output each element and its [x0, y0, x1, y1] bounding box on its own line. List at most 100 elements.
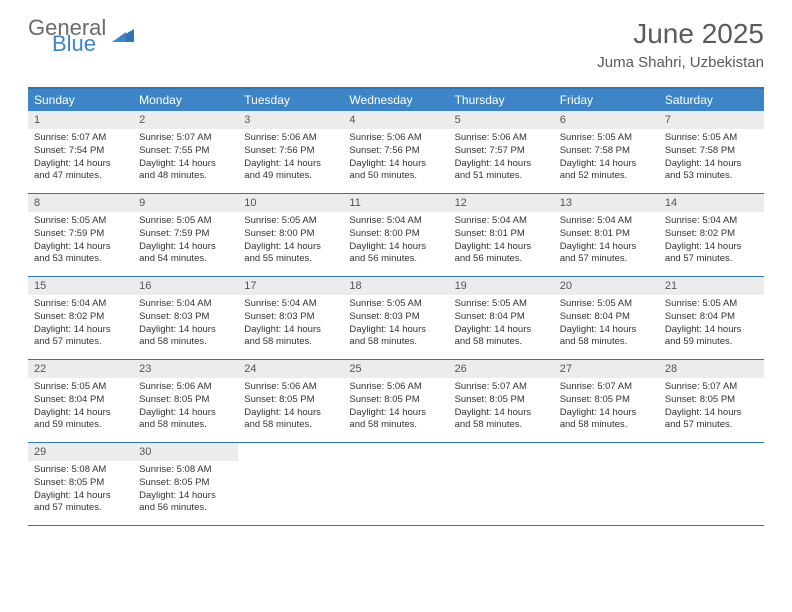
- day-cell: 1Sunrise: 5:07 AMSunset: 7:54 PMDaylight…: [28, 111, 133, 193]
- sunset-text: Sunset: 7:57 PM: [455, 145, 548, 158]
- sunrise-text: Sunrise: 5:06 AM: [139, 381, 232, 394]
- day-cell: 23Sunrise: 5:06 AMSunset: 8:05 PMDayligh…: [133, 360, 238, 442]
- day-info: Sunrise: 5:06 AMSunset: 8:05 PMDaylight:…: [133, 378, 238, 436]
- day-info: Sunrise: 5:06 AMSunset: 7:56 PMDaylight:…: [343, 129, 448, 187]
- day-cell: 5Sunrise: 5:06 AMSunset: 7:57 PMDaylight…: [449, 111, 554, 193]
- day-number: 8: [28, 194, 133, 212]
- day-info: Sunrise: 5:06 AMSunset: 8:05 PMDaylight:…: [343, 378, 448, 436]
- sunrise-text: Sunrise: 5:05 AM: [349, 298, 442, 311]
- daylight-text: Daylight: 14 hours and 48 minutes.: [139, 158, 232, 184]
- daylight-text: Daylight: 14 hours and 58 minutes.: [455, 407, 548, 433]
- sunrise-text: Sunrise: 5:04 AM: [455, 215, 548, 228]
- sunset-text: Sunset: 8:05 PM: [34, 477, 127, 490]
- sunrise-text: Sunrise: 5:06 AM: [349, 132, 442, 145]
- day-number: 23: [133, 360, 238, 378]
- sunrise-text: Sunrise: 5:06 AM: [244, 132, 337, 145]
- sunset-text: Sunset: 7:58 PM: [560, 145, 653, 158]
- day-number: 16: [133, 277, 238, 295]
- day-info: Sunrise: 5:04 AMSunset: 8:00 PMDaylight:…: [343, 212, 448, 270]
- day-number: 5: [449, 111, 554, 129]
- week-row: 15Sunrise: 5:04 AMSunset: 8:02 PMDayligh…: [28, 277, 764, 360]
- day-number: 24: [238, 360, 343, 378]
- sunset-text: Sunset: 8:05 PM: [139, 394, 232, 407]
- sunset-text: Sunset: 8:05 PM: [665, 394, 758, 407]
- day-cell: 26Sunrise: 5:07 AMSunset: 8:05 PMDayligh…: [449, 360, 554, 442]
- day-cell: 15Sunrise: 5:04 AMSunset: 8:02 PMDayligh…: [28, 277, 133, 359]
- daylight-text: Daylight: 14 hours and 49 minutes.: [244, 158, 337, 184]
- day-cell: [554, 443, 659, 525]
- day-info: Sunrise: 5:08 AMSunset: 8:05 PMDaylight:…: [133, 461, 238, 519]
- day-cell: 14Sunrise: 5:04 AMSunset: 8:02 PMDayligh…: [659, 194, 764, 276]
- day-info: Sunrise: 5:07 AMSunset: 7:55 PMDaylight:…: [133, 129, 238, 187]
- daylight-text: Daylight: 14 hours and 58 minutes.: [560, 407, 653, 433]
- sunset-text: Sunset: 8:04 PM: [560, 311, 653, 324]
- day-cell: 9Sunrise: 5:05 AMSunset: 7:59 PMDaylight…: [133, 194, 238, 276]
- sunset-text: Sunset: 7:54 PM: [34, 145, 127, 158]
- sunrise-text: Sunrise: 5:05 AM: [665, 298, 758, 311]
- day-number: 17: [238, 277, 343, 295]
- day-cell: 12Sunrise: 5:04 AMSunset: 8:01 PMDayligh…: [449, 194, 554, 276]
- day-number: 7: [659, 111, 764, 129]
- sunrise-text: Sunrise: 5:05 AM: [34, 215, 127, 228]
- sunset-text: Sunset: 8:04 PM: [455, 311, 548, 324]
- daylight-text: Daylight: 14 hours and 56 minutes.: [349, 241, 442, 267]
- month-title: June 2025: [597, 18, 764, 50]
- sunrise-text: Sunrise: 5:05 AM: [34, 381, 127, 394]
- sunset-text: Sunset: 8:05 PM: [455, 394, 548, 407]
- day-number: 14: [659, 194, 764, 212]
- sunset-text: Sunset: 8:01 PM: [455, 228, 548, 241]
- day-number: 25: [343, 360, 448, 378]
- day-info: Sunrise: 5:05 AMSunset: 8:04 PMDaylight:…: [449, 295, 554, 353]
- sunset-text: Sunset: 8:05 PM: [139, 477, 232, 490]
- day-info: Sunrise: 5:06 AMSunset: 7:56 PMDaylight:…: [238, 129, 343, 187]
- day-cell: 17Sunrise: 5:04 AMSunset: 8:03 PMDayligh…: [238, 277, 343, 359]
- sunset-text: Sunset: 7:59 PM: [34, 228, 127, 241]
- logo-word2: Blue: [52, 34, 106, 54]
- day-cell: 25Sunrise: 5:06 AMSunset: 8:05 PMDayligh…: [343, 360, 448, 442]
- sunrise-text: Sunrise: 5:04 AM: [560, 215, 653, 228]
- sunrise-text: Sunrise: 5:08 AM: [139, 464, 232, 477]
- sunrise-text: Sunrise: 5:07 AM: [34, 132, 127, 145]
- day-info: Sunrise: 5:05 AMSunset: 8:00 PMDaylight:…: [238, 212, 343, 270]
- day-info: Sunrise: 5:07 AMSunset: 8:05 PMDaylight:…: [659, 378, 764, 436]
- daylight-text: Daylight: 14 hours and 55 minutes.: [244, 241, 337, 267]
- sunrise-text: Sunrise: 5:07 AM: [455, 381, 548, 394]
- day-info: Sunrise: 5:06 AMSunset: 8:05 PMDaylight:…: [238, 378, 343, 436]
- sunrise-text: Sunrise: 5:07 AM: [665, 381, 758, 394]
- daylight-text: Daylight: 14 hours and 58 minutes.: [244, 407, 337, 433]
- day-number: 3: [238, 111, 343, 129]
- daylight-text: Daylight: 14 hours and 58 minutes.: [139, 407, 232, 433]
- daylight-text: Daylight: 14 hours and 58 minutes.: [455, 324, 548, 350]
- day-header: Monday: [133, 89, 238, 111]
- day-cell: 21Sunrise: 5:05 AMSunset: 8:04 PMDayligh…: [659, 277, 764, 359]
- daylight-text: Daylight: 14 hours and 50 minutes.: [349, 158, 442, 184]
- daylight-text: Daylight: 14 hours and 57 minutes.: [665, 241, 758, 267]
- day-info: Sunrise: 5:04 AMSunset: 8:02 PMDaylight:…: [28, 295, 133, 353]
- day-cell: 13Sunrise: 5:04 AMSunset: 8:01 PMDayligh…: [554, 194, 659, 276]
- sunset-text: Sunset: 8:00 PM: [244, 228, 337, 241]
- sunset-text: Sunset: 8:01 PM: [560, 228, 653, 241]
- day-info: Sunrise: 5:07 AMSunset: 8:05 PMDaylight:…: [449, 378, 554, 436]
- day-number: 1: [28, 111, 133, 129]
- weeks-container: 1Sunrise: 5:07 AMSunset: 7:54 PMDaylight…: [28, 111, 764, 526]
- sunrise-text: Sunrise: 5:05 AM: [560, 298, 653, 311]
- day-info: Sunrise: 5:05 AMSunset: 7:58 PMDaylight:…: [659, 129, 764, 187]
- week-row: 29Sunrise: 5:08 AMSunset: 8:05 PMDayligh…: [28, 443, 764, 526]
- day-cell: [238, 443, 343, 525]
- day-header: Tuesday: [238, 89, 343, 111]
- day-number: 28: [659, 360, 764, 378]
- sunrise-text: Sunrise: 5:07 AM: [560, 381, 653, 394]
- day-info: Sunrise: 5:05 AMSunset: 7:59 PMDaylight:…: [133, 212, 238, 270]
- sunrise-text: Sunrise: 5:07 AM: [139, 132, 232, 145]
- day-header: Wednesday: [343, 89, 448, 111]
- day-info: Sunrise: 5:04 AMSunset: 8:03 PMDaylight:…: [238, 295, 343, 353]
- sunrise-text: Sunrise: 5:05 AM: [560, 132, 653, 145]
- daylight-text: Daylight: 14 hours and 57 minutes.: [34, 490, 127, 516]
- day-cell: 3Sunrise: 5:06 AMSunset: 7:56 PMDaylight…: [238, 111, 343, 193]
- day-cell: 7Sunrise: 5:05 AMSunset: 7:58 PMDaylight…: [659, 111, 764, 193]
- daylight-text: Daylight: 14 hours and 53 minutes.: [665, 158, 758, 184]
- sunrise-text: Sunrise: 5:08 AM: [34, 464, 127, 477]
- day-number: 19: [449, 277, 554, 295]
- daylight-text: Daylight: 14 hours and 57 minutes.: [560, 241, 653, 267]
- day-cell: 27Sunrise: 5:07 AMSunset: 8:05 PMDayligh…: [554, 360, 659, 442]
